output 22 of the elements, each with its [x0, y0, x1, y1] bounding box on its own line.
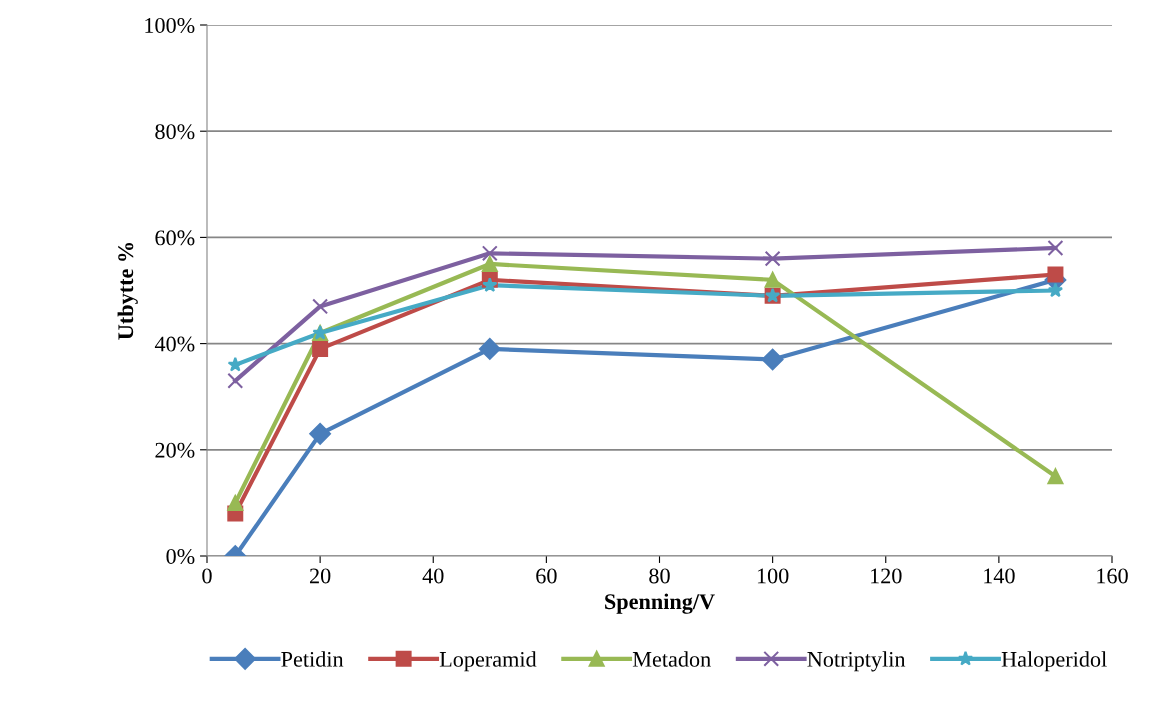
x-tick-label: 120: [871, 568, 902, 584]
x-tick-label: 140: [984, 568, 1015, 584]
x-tick-label: 20: [309, 568, 331, 584]
legend-label: Haloperidol: [1001, 651, 1107, 672]
x-tick-label: 40: [422, 568, 444, 584]
y-tick-label: 60%: [155, 230, 195, 246]
y-tick-label: 20%: [155, 442, 195, 458]
legend-label: Notriptylin: [807, 651, 906, 672]
y-tick-label: 80%: [155, 124, 195, 140]
y-axis-title: Utbytte %: [117, 242, 138, 340]
legend-label: Metadon: [632, 651, 711, 667]
x-tick-label: 80: [649, 568, 670, 584]
y-tick-label: 0%: [166, 548, 195, 564]
x-tick-label: 0: [202, 568, 212, 584]
x-tick-label: 60: [536, 568, 557, 584]
y-tick-label: 40%: [154, 336, 195, 352]
legend-label: Loperamid: [439, 651, 537, 672]
legend-label: Petidin: [281, 651, 344, 667]
x-axis-title: Spenning/V: [605, 593, 715, 614]
x-tick-label: 100: [757, 568, 789, 584]
x-tick-label: 160: [1097, 568, 1128, 584]
y-tick-label: 100%: [145, 17, 195, 33]
